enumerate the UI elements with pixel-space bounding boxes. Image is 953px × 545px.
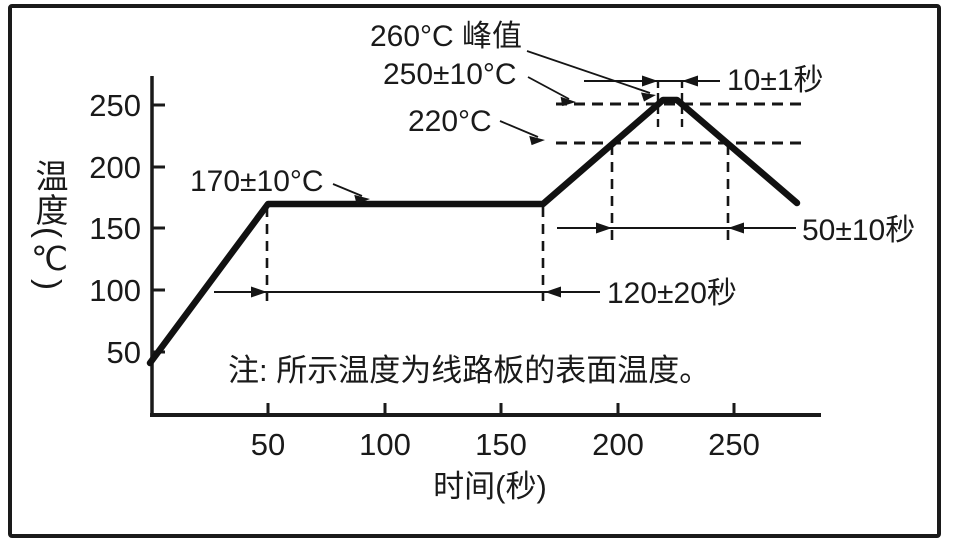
annotation-soak-temp-170c: 170±10°C: [190, 165, 324, 198]
annotation-peak-260c: 260°C 峰值: [370, 20, 522, 53]
y-tick-label-200: 200: [89, 150, 141, 185]
temperature-curve: [146, 96, 801, 367]
y-tick-label-150: 150: [89, 211, 141, 246]
x-tick-label-200: 200: [592, 427, 644, 462]
annotation-soak-duration: 120±20秒: [607, 277, 737, 310]
x-axis-title: 时间(秒): [433, 469, 547, 504]
y-tick-label-250: 250: [89, 88, 141, 123]
x-tick-label-150: 150: [475, 427, 527, 462]
annotation-250c-band: 250±10°C: [383, 58, 517, 91]
annotation-220c: 220°C: [408, 105, 492, 138]
arrowhead-220c: [529, 135, 545, 146]
y-tick-label-50: 50: [107, 335, 141, 370]
leader-line-260c-peak: [526, 50, 651, 94]
arrowhead-time-above-220-left: [596, 222, 612, 234]
x-tick-label-50: 50: [251, 427, 285, 462]
arrowhead-time-above-220-right: [728, 222, 744, 234]
leader-line-250c: [527, 76, 570, 100]
figure-border: [8, 4, 941, 538]
arrowhead-170c: [354, 194, 370, 205]
x-tick-label-100: 100: [359, 427, 411, 462]
arrowhead-peak-duration-right: [682, 75, 698, 87]
arrowhead-250c: [560, 96, 576, 107]
arrowhead-peak-duration-left: [642, 75, 658, 87]
leader-line-220c: [499, 120, 539, 138]
arrowhead-soak-duration-left: [251, 286, 267, 298]
leader-line-170c: [332, 183, 363, 197]
arrowhead-260c-peak: [641, 92, 656, 102]
x-tick-label-250: 250: [708, 427, 760, 462]
footnote-board-surface-temperature: 注: 所示温度为线路板的表面温度。: [228, 353, 710, 388]
arrowhead-soak-duration-right: [545, 286, 561, 298]
annotation-peak-duration: 10±1秒: [727, 64, 824, 97]
y-axis-title: 温度(℃): [31, 159, 68, 291]
y-tick-label-100: 100: [89, 273, 141, 308]
annotation-time-above-220: 50±10秒: [802, 214, 915, 247]
